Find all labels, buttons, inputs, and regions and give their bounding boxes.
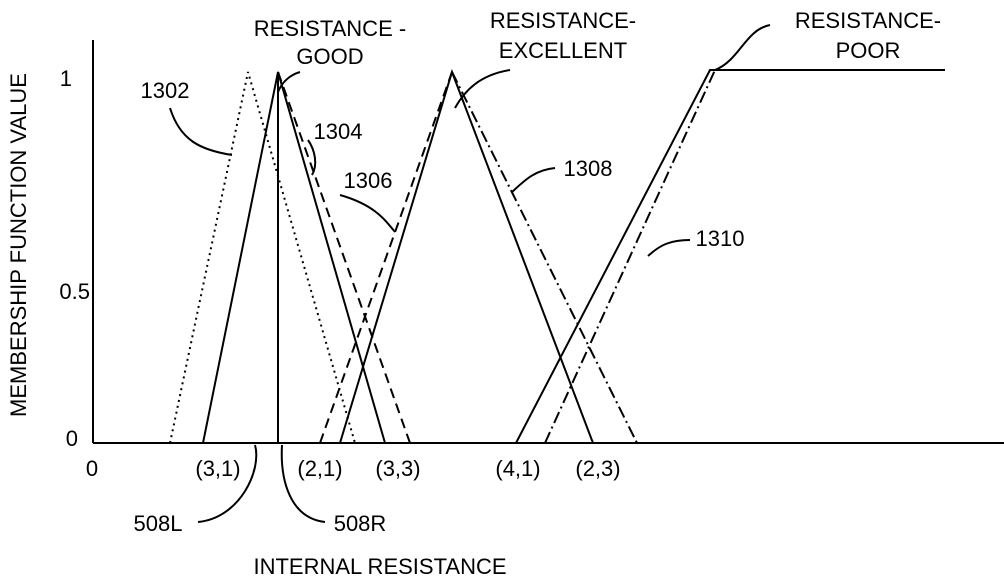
curve-poor xyxy=(515,69,945,444)
point-label: (3,3) xyxy=(375,456,420,481)
leader xyxy=(277,71,301,93)
y-tick-label: 0 xyxy=(66,426,78,451)
y-tick-label: 1 xyxy=(60,66,72,91)
function-name: POOR xyxy=(836,38,901,63)
point-label: (2,3) xyxy=(575,456,620,481)
curve-label: 1310 xyxy=(696,226,745,251)
curve-label: 1306 xyxy=(344,168,393,193)
x-origin-label: 0 xyxy=(86,456,98,481)
leader xyxy=(454,69,511,109)
leader xyxy=(511,167,556,193)
curve-1302 xyxy=(169,71,356,444)
curve-label: 1302 xyxy=(141,78,190,103)
curve-label: 1304 xyxy=(314,119,363,144)
function-name: EXCELLENT xyxy=(499,38,627,63)
curve-1308 xyxy=(451,71,638,444)
leader xyxy=(307,139,317,176)
curve-1304 xyxy=(277,71,411,444)
point-label: (4,1) xyxy=(495,456,540,481)
curve-1306 xyxy=(319,71,453,444)
leader xyxy=(197,444,258,523)
function-name: RESISTANCE - xyxy=(254,16,406,41)
function-name: GOOD xyxy=(296,44,363,69)
leader xyxy=(339,194,396,233)
y-tick-label: 0.5 xyxy=(59,279,90,304)
leader xyxy=(169,107,233,156)
function-name: RESISTANCE- xyxy=(795,8,941,33)
y-axis-label: MEMBERSHIP FUNCTION VALUE xyxy=(6,73,31,417)
edge-label: 508L xyxy=(134,511,183,536)
leader xyxy=(714,24,771,71)
curve-label: 1308 xyxy=(564,156,613,181)
leader xyxy=(280,444,326,523)
curve-1310 xyxy=(544,69,716,444)
x-axis-label: INTERNAL RESISTANCE xyxy=(253,554,506,579)
edge-label: 508R xyxy=(334,511,387,536)
point-label: (3,1) xyxy=(195,456,240,481)
point-label: (2,1) xyxy=(297,456,342,481)
leader xyxy=(647,239,691,257)
curve-excellent xyxy=(339,68,594,444)
function-name: RESISTANCE- xyxy=(490,8,636,33)
